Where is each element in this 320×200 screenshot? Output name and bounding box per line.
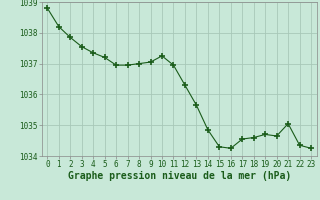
X-axis label: Graphe pression niveau de la mer (hPa): Graphe pression niveau de la mer (hPa) — [68, 171, 291, 181]
